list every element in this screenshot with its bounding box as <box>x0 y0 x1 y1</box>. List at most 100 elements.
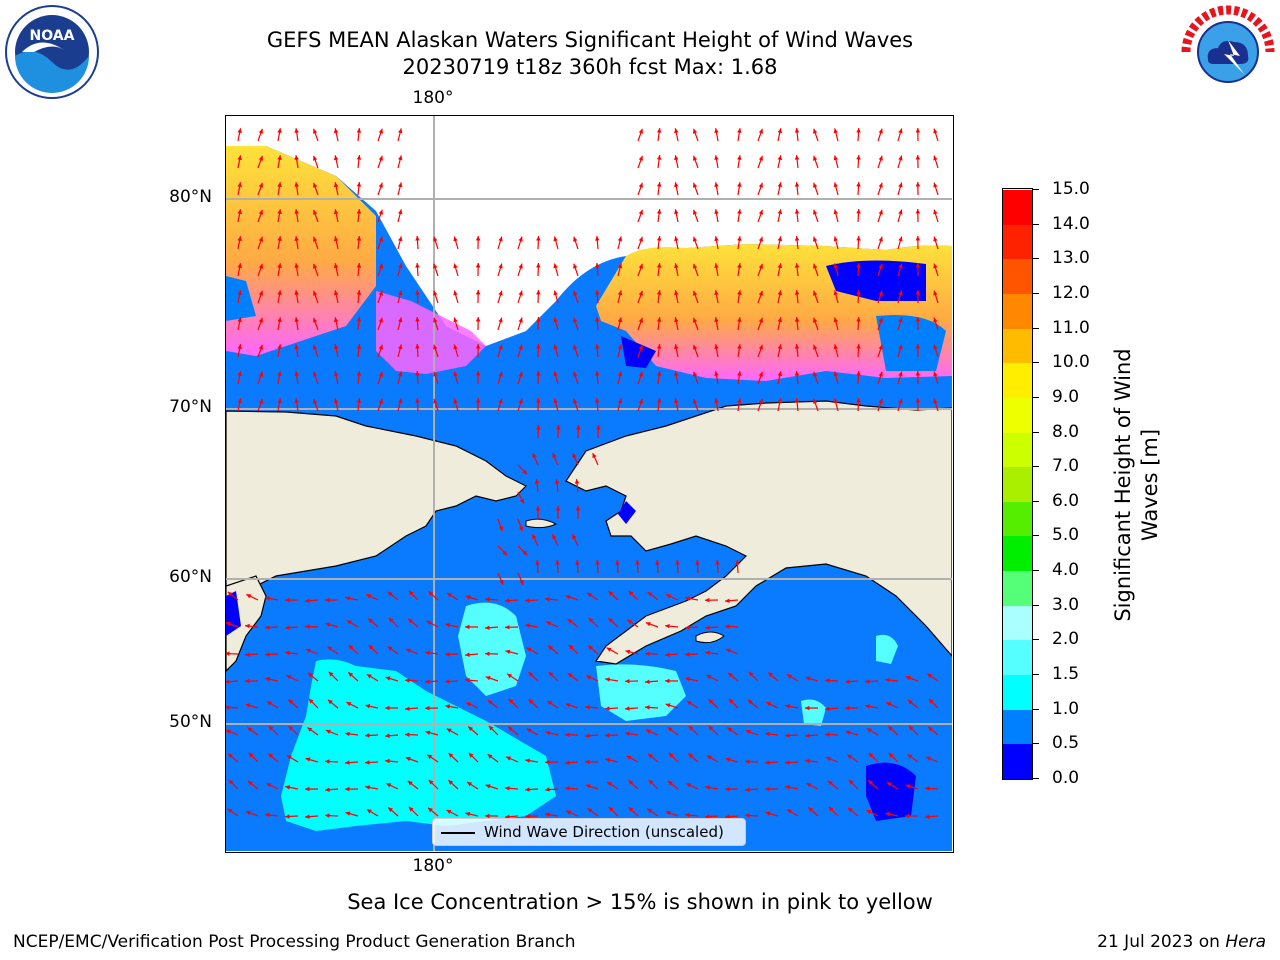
wind-wave-arrowhead <box>365 785 370 790</box>
wind-wave-arrowhead <box>294 263 299 268</box>
wind-wave-arrowhead <box>465 595 471 600</box>
wind-wave-arrowhead <box>638 128 643 134</box>
wind-wave-arrowhead <box>607 782 612 787</box>
wind-wave-arrowhead <box>856 317 861 322</box>
wind-wave-arrowhead <box>356 263 362 268</box>
wind-wave-arrowhead <box>425 650 430 656</box>
wind-wave-arrowhead <box>638 290 643 296</box>
wind-wave-arrowhead <box>485 676 491 681</box>
wind-wave-arrowhead <box>915 317 921 322</box>
wind-wave-arrowhead <box>777 317 783 323</box>
footer-left: NCEP/EMC/Verification Post Processing Pr… <box>13 932 576 952</box>
wind-wave-arrowhead <box>708 726 714 731</box>
wind-wave-arrowhead <box>433 371 438 377</box>
wind-wave-arrowhead <box>307 727 313 732</box>
wind-wave-arrowhead <box>266 701 272 706</box>
wind-wave-arrowhead <box>667 781 673 786</box>
wind-wave-arrowhead <box>294 398 299 403</box>
wind-wave-arrowhead <box>505 649 511 655</box>
wind-wave-arrowhead <box>487 700 493 705</box>
wind-wave-arrowhead <box>385 758 390 764</box>
wind-wave-arrowhead <box>728 698 734 704</box>
wind-wave-arrowhead <box>552 453 557 459</box>
wind-wave-arrowhead <box>385 676 391 681</box>
wind-wave-arrowhead <box>608 591 614 596</box>
wind-wave-arrowhead <box>915 209 921 214</box>
colorbar-tick-label: 15.0 <box>1052 179 1090 199</box>
wind-wave-arrowhead <box>692 209 698 215</box>
wind-wave-arrowhead <box>288 726 294 731</box>
wind-wave-arrowhead <box>714 290 719 295</box>
wind-wave-arrowhead <box>277 317 282 322</box>
colorbar-tick-mark <box>1033 258 1039 260</box>
wind-wave-arrowhead <box>648 779 654 785</box>
wind-wave-arrowhead <box>714 128 719 133</box>
wind-wave-arrowhead <box>425 679 430 684</box>
wind-wave-arrowhead <box>727 727 733 732</box>
wind-wave-arrowhead <box>656 344 662 349</box>
wind-wave-arrowhead <box>813 155 818 161</box>
wind-wave-arrowhead <box>638 398 643 404</box>
colorbar-tick-mark <box>1033 604 1039 606</box>
wind-wave-arrowhead <box>406 648 411 653</box>
wind-wave-arrowhead <box>445 679 450 684</box>
wind-wave-arrowhead <box>687 701 692 706</box>
wind-wave-arrowhead <box>692 290 698 296</box>
wind-wave-arrowhead <box>928 726 933 732</box>
wind-wave-arrowhead <box>898 236 903 242</box>
wind-wave-arrowhead <box>313 236 318 242</box>
wind-wave-arrowhead <box>498 317 503 323</box>
wind-wave-arrowhead <box>777 128 783 134</box>
wind-wave-arrowhead <box>813 236 818 242</box>
wind-wave-arrowhead <box>794 182 800 187</box>
wind-wave-arrowhead <box>268 753 274 758</box>
wind-wave-arrowhead <box>502 550 508 556</box>
wind-wave-arrowhead <box>328 671 334 677</box>
wind-wave-arrowhead <box>625 649 631 655</box>
colorbar-tick-mark <box>1033 327 1039 329</box>
wind-wave-arrows <box>226 127 939 819</box>
wind-wave-arrowhead <box>227 591 233 597</box>
wind-wave-arrowhead <box>638 317 643 323</box>
wind-wave-arrowhead <box>325 759 330 764</box>
wind-wave-arrowhead <box>237 209 242 215</box>
wind-wave-arrowhead <box>519 498 524 504</box>
wind-wave-arrowhead <box>398 263 403 269</box>
wind-wave-arrowhead <box>398 371 403 377</box>
wind-wave-arrowhead <box>898 128 903 134</box>
wind-wave-arrowhead <box>388 617 394 623</box>
wind-wave-arrowhead <box>475 344 481 349</box>
wind-wave-arrowhead <box>305 814 310 819</box>
wind-wave-arrowhead <box>305 624 310 629</box>
wind-wave-arrowhead <box>674 128 679 134</box>
wind-wave-arrowhead <box>567 673 573 678</box>
lon-label-bottom: 180° <box>412 856 454 876</box>
wind-wave-arrowhead <box>313 182 318 188</box>
wind-wave-arrowhead <box>638 344 643 350</box>
wind-wave-arrowhead <box>794 371 800 376</box>
wind-wave-arrowhead <box>265 652 270 657</box>
colorbar-tick-label: 7.0 <box>1052 456 1080 477</box>
colorbar-tick-label: 14.0 <box>1052 213 1090 234</box>
wind-wave-arrowhead <box>692 236 698 242</box>
wind-wave-arrowhead <box>794 155 800 160</box>
wind-wave-arrowhead <box>933 209 938 215</box>
wind-wave-arrowhead <box>705 625 710 630</box>
wind-wave-arrowhead <box>806 783 812 788</box>
wind-wave-arrowhead <box>277 263 282 268</box>
wind-wave-arrowhead <box>626 755 632 760</box>
wind-wave-arrowhead <box>554 479 560 484</box>
wind-wave-arrowhead <box>726 648 731 653</box>
colorbar-tick-label: 0.0 <box>1052 768 1080 788</box>
wind-wave-arrowhead <box>685 596 690 601</box>
legend-label: Wind Wave Direction (unscaled) <box>484 823 724 841</box>
wind-wave-arrowhead <box>378 128 383 134</box>
wind-wave-arrowhead <box>638 182 643 188</box>
wind-wave-arrowhead <box>856 344 861 349</box>
wind-wave-arrowhead <box>656 263 662 268</box>
wind-wave-arrowhead <box>567 619 573 624</box>
wind-wave-arrowhead <box>638 236 643 242</box>
wind-wave-arrowhead <box>465 652 470 657</box>
wind-wave-arrowhead <box>548 645 553 651</box>
wind-wave-arrowhead <box>226 705 230 710</box>
